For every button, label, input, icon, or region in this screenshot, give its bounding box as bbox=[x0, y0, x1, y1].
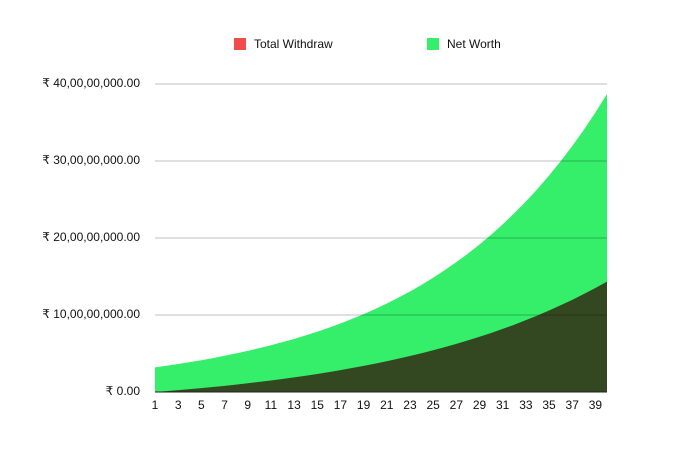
x-tick-label: 7 bbox=[221, 398, 228, 412]
legend-swatch bbox=[234, 38, 246, 50]
area bbox=[155, 94, 607, 392]
x-tick-label: 3 bbox=[175, 398, 182, 412]
x-tick-label: 25 bbox=[426, 398, 440, 412]
y-tick-label: ₹ 30,00,00,000.00 bbox=[42, 153, 140, 167]
x-tick-label: 29 bbox=[473, 398, 487, 412]
x-tick-label: 27 bbox=[450, 398, 464, 412]
x-tick-label: 1 bbox=[152, 398, 159, 412]
legend-label: Net Worth bbox=[447, 37, 501, 51]
x-tick-label: 15 bbox=[311, 398, 325, 412]
x-tick-label: 17 bbox=[334, 398, 348, 412]
x-tick-label: 37 bbox=[566, 398, 580, 412]
x-tick-label: 39 bbox=[589, 398, 603, 412]
x-tick-label: 31 bbox=[496, 398, 510, 412]
x-tick-label: 21 bbox=[380, 398, 394, 412]
y-tick-label: ₹ 10,00,00,000.00 bbox=[42, 307, 140, 321]
y-tick-label: ₹ 0.00 bbox=[106, 384, 141, 398]
x-tick-label: 13 bbox=[287, 398, 301, 412]
x-tick-label: 9 bbox=[244, 398, 251, 412]
x-tick-label: 35 bbox=[542, 398, 556, 412]
area bbox=[155, 281, 607, 392]
x-tick-label: 23 bbox=[403, 398, 417, 412]
y-tick-label: ₹ 40,00,00,000.00 bbox=[42, 76, 140, 90]
x-tick-label: 11 bbox=[265, 398, 278, 412]
legend-swatch bbox=[427, 38, 439, 50]
x-tick-label: 33 bbox=[519, 398, 533, 412]
legend-label: Total Withdraw bbox=[254, 37, 333, 51]
x-tick-label: 19 bbox=[357, 398, 371, 412]
x-tick-label: 5 bbox=[198, 398, 205, 412]
y-tick-label: ₹ 20,00,00,000.00 bbox=[42, 230, 140, 244]
